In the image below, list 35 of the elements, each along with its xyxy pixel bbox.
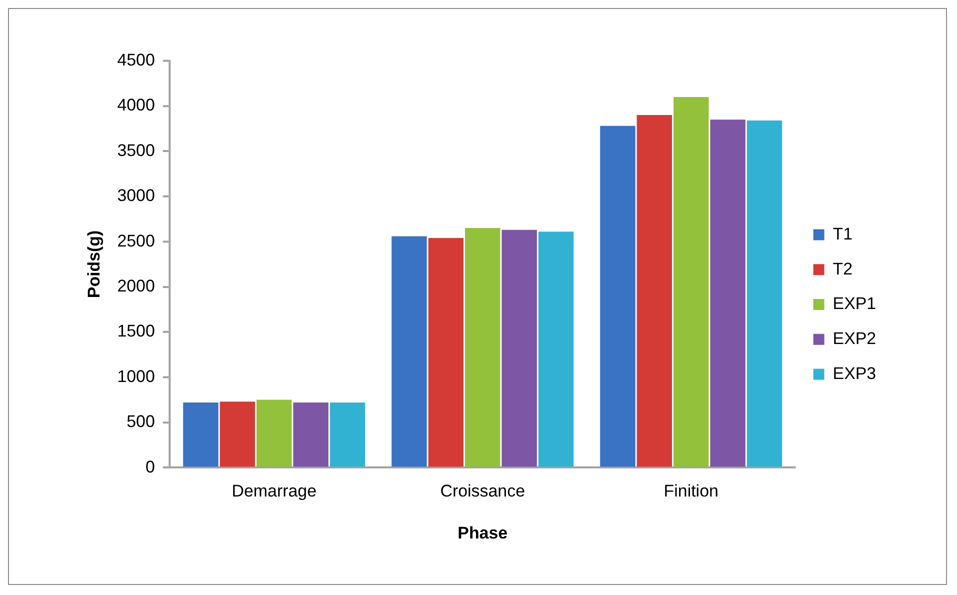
- bar: [538, 232, 574, 467]
- bar: [428, 238, 464, 467]
- y-tick-label: 3000: [117, 186, 155, 206]
- bar: [746, 120, 782, 467]
- y-tick-label: 1500: [117, 322, 155, 341]
- x-tick-label: Croissance: [440, 481, 526, 500]
- bar: [465, 228, 500, 467]
- bar: [183, 402, 218, 467]
- bar: [392, 236, 427, 467]
- legend-label: T1: [832, 224, 853, 244]
- bar: [330, 402, 366, 467]
- y-tick-label: 4500: [117, 50, 155, 70]
- bar: [673, 96, 709, 467]
- y-tick-label: 2000: [117, 276, 155, 296]
- bar: [220, 402, 256, 467]
- y-tick-label: 0: [145, 457, 155, 476]
- x-tick-label: Demarrage: [232, 481, 317, 500]
- bar: [502, 230, 537, 467]
- legend-label: T2: [832, 259, 853, 278]
- bar: [256, 400, 292, 467]
- legend-label: EXP2: [832, 329, 876, 348]
- legend-label: EXP1: [832, 294, 876, 314]
- y-tick-label: 4000: [117, 96, 155, 115]
- y-tick-label: 500: [126, 412, 155, 432]
- bar: [710, 120, 746, 467]
- y-tick-label: 2500: [117, 231, 155, 250]
- x-axis-title: Phase: [458, 524, 508, 543]
- legend-label: EXP3: [832, 364, 876, 383]
- x-tick-label: Finition: [664, 481, 718, 500]
- bar: [293, 402, 328, 467]
- y-tick-label: 3500: [117, 140, 155, 160]
- y-axis-title: Poids(g): [84, 230, 104, 298]
- bar: [600, 126, 636, 467]
- y-tick-label: 1000: [117, 366, 155, 386]
- bar: [636, 115, 672, 467]
